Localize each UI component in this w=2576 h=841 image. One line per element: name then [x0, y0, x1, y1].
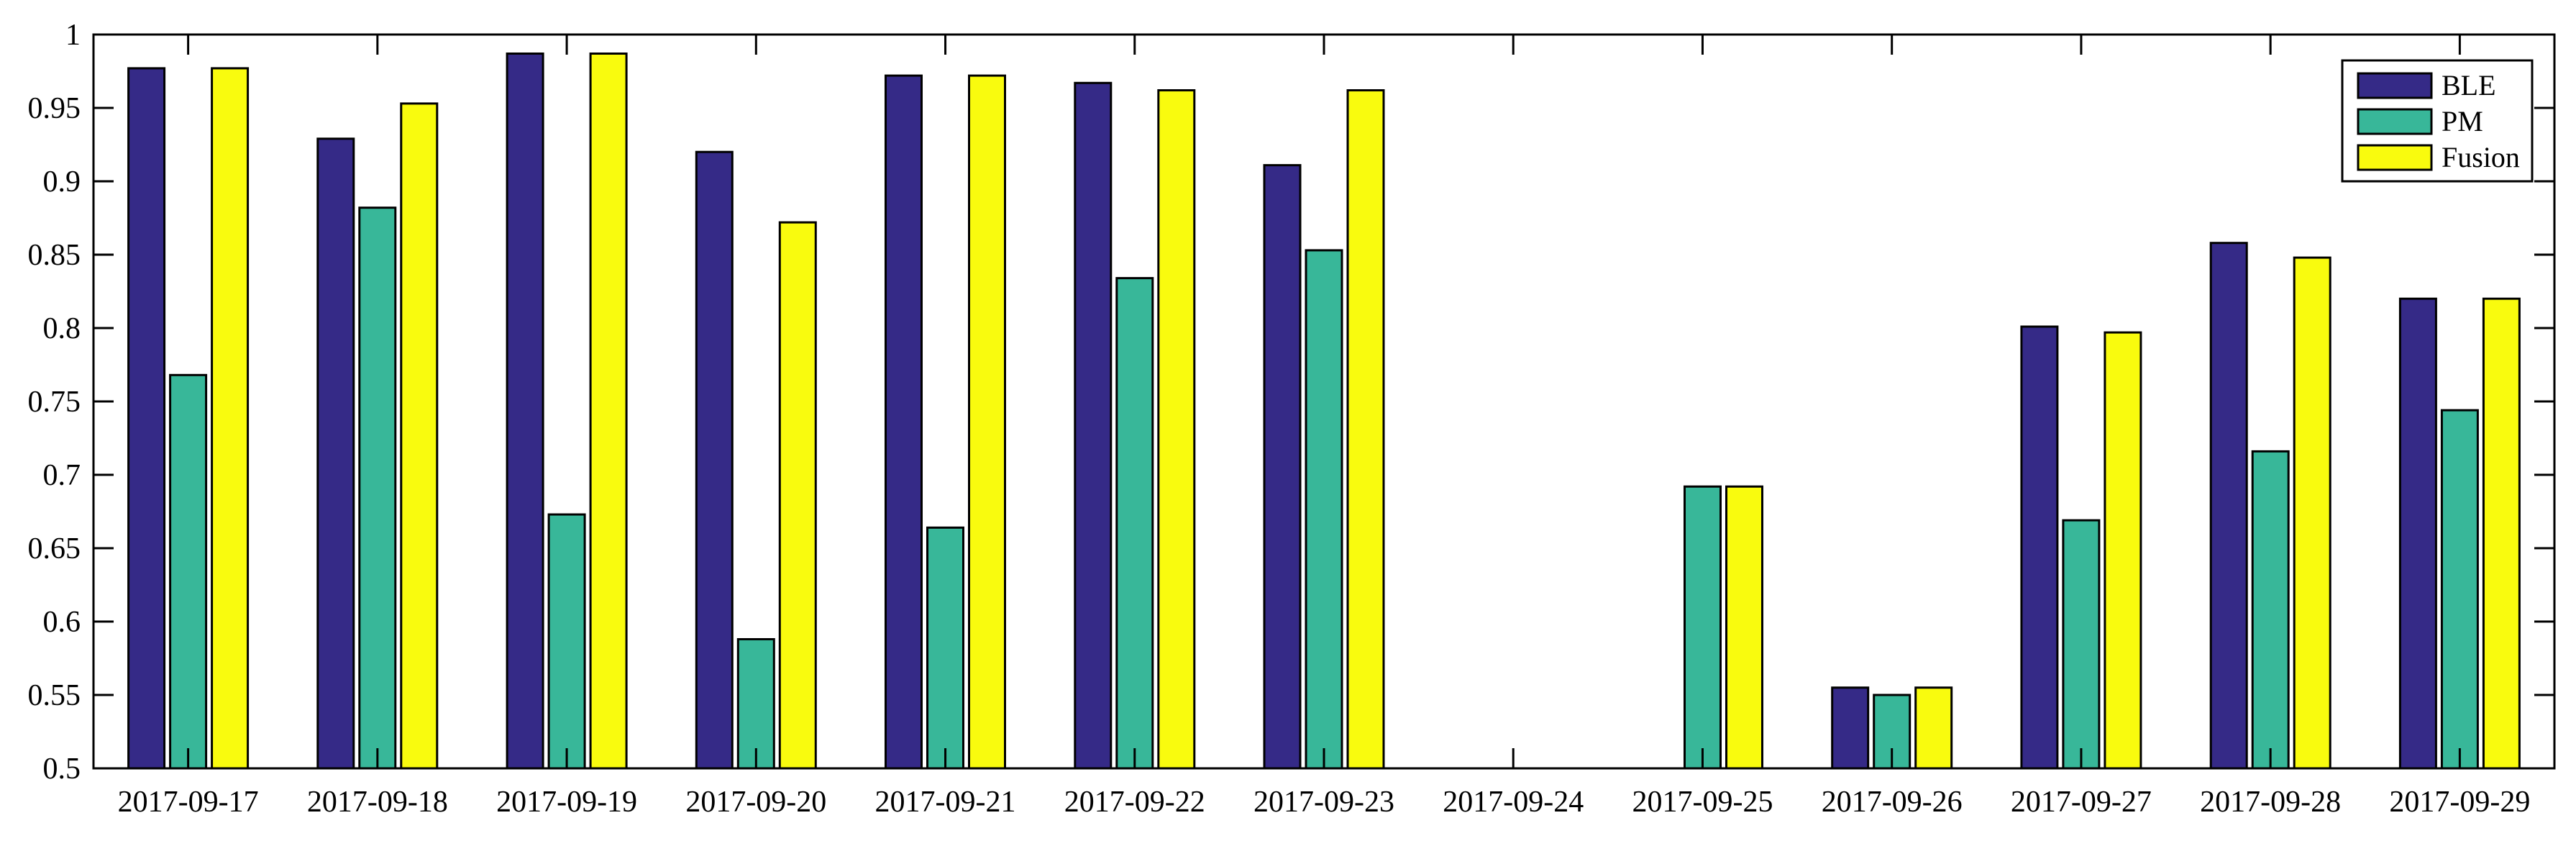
x-tick-label: 2017-09-23: [1253, 786, 1394, 819]
axes-layer: 0.5 0.55 0.6 0.65 0.7 0.75 0.8 0.85 0.9 0.95 1 2017…: [28, 19, 2556, 819]
bar-ble-2017-09-23: [1263, 164, 1302, 770]
bar-ble-2017-09-20: [695, 150, 734, 770]
x-tick-label: 2017-09-21: [875, 786, 1016, 819]
bar-fusion-2017-09-27: [2104, 331, 2142, 770]
y-tick-label: 0.6: [43, 606, 81, 639]
bar-ble-2017-09-17: [127, 67, 166, 770]
bar-pm-2017-09-22: [1115, 277, 1154, 770]
y-tick-label: 0.75: [28, 386, 81, 419]
bar-pm-2017-09-28: [2251, 450, 2290, 770]
y-tick-label: 0.55: [28, 679, 81, 712]
y-tick-label: 0.85: [28, 239, 81, 272]
x-tick-label: 2017-09-29: [2389, 786, 2530, 819]
x-tick-label: 2017-09-26: [1822, 786, 1963, 819]
bar-fusion-2017-09-21: [968, 74, 1006, 770]
bar-pm-2017-09-21: [926, 526, 964, 770]
bar-fusion-2017-09-18: [400, 102, 439, 770]
bar-ble-2017-09-29: [2398, 297, 2437, 770]
bar-ble-2017-09-19: [506, 53, 544, 770]
y-tick-label: 0.65: [28, 532, 81, 565]
bar-fusion-2017-09-26: [1914, 686, 1953, 770]
bars-layer: [127, 53, 2521, 770]
x-tick-label: 2017-09-24: [1443, 786, 1584, 819]
bar-ble-2017-09-22: [1074, 81, 1113, 770]
bar-fusion-2017-09-20: [778, 221, 817, 770]
legend-swatch-pm: [2357, 108, 2433, 135]
bar-pm-2017-09-27: [2062, 519, 2101, 770]
bar-ble-2017-09-21: [885, 74, 923, 770]
bar-fusion-2017-09-28: [2293, 256, 2331, 770]
legend: BLE PM Fusion: [2341, 59, 2534, 183]
x-tick-label: 2017-09-18: [307, 786, 448, 819]
legend-swatch-fusion: [2357, 144, 2433, 171]
bar-ble-2017-09-26: [1831, 686, 1870, 770]
y-tick-label: 1: [65, 19, 81, 52]
x-tick-label: 2017-09-19: [496, 786, 637, 819]
y-tick-label: 0.5: [43, 753, 81, 786]
y-tick-label: 0.7: [43, 459, 81, 492]
legend-label-pm: PM: [2442, 105, 2483, 137]
y-tick-label: 0.95: [28, 92, 81, 125]
bar-fusion-2017-09-25: [1725, 485, 1763, 770]
bar-fusion-2017-09-29: [2482, 297, 2521, 770]
bar-pm-2017-09-29: [2440, 409, 2479, 770]
bar-pm-2017-09-18: [358, 206, 397, 770]
x-tick-label: 2017-09-22: [1064, 786, 1205, 819]
bar-pm-2017-09-25: [1684, 485, 1722, 770]
bar-pm-2017-09-19: [547, 513, 586, 770]
x-tick-label: 2017-09-27: [2011, 786, 2152, 819]
bar-fusion-2017-09-22: [1157, 89, 1196, 770]
x-tick-label: 2017-09-17: [118, 786, 259, 819]
bar-pm-2017-09-23: [1305, 249, 1343, 770]
bar-ble-2017-09-27: [2020, 325, 2059, 770]
bar-ble-2017-09-28: [2209, 242, 2248, 770]
x-tick-label: 2017-09-20: [685, 786, 826, 819]
bar-fusion-2017-09-17: [211, 67, 250, 770]
x-tick-label: 2017-09-28: [2200, 786, 2341, 819]
bar-fusion-2017-09-23: [1346, 89, 1385, 770]
legend-label-fusion: Fusion: [2442, 141, 2520, 173]
bar-ble-2017-09-18: [316, 137, 355, 770]
x-tick-label: 2017-09-25: [1632, 786, 1773, 819]
legend-swatch-ble: [2357, 72, 2433, 99]
bar-pm-2017-09-17: [169, 373, 208, 770]
y-tick-label: 0.8: [43, 312, 81, 345]
y-tick-label: 0.9: [43, 165, 81, 199]
legend-label-ble: BLE: [2442, 69, 2496, 101]
bar-fusion-2017-09-19: [589, 53, 628, 770]
